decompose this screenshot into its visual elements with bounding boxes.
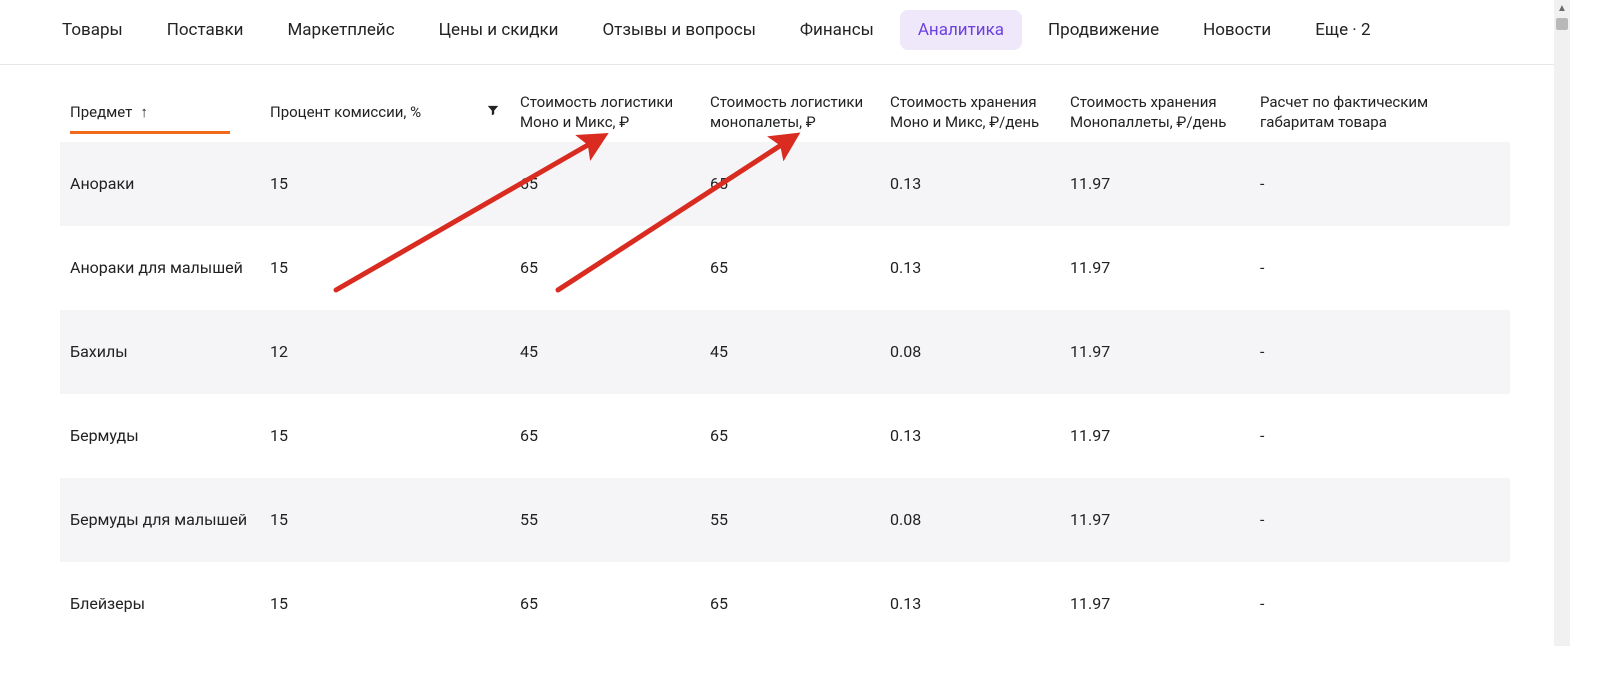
table-row[interactable]: Бахилы1245450.0811.97- — [60, 310, 1510, 394]
cell-c0: Бермуды для малышей — [60, 509, 260, 531]
column-header-2[interactable]: Стоимость логистики Моно и Микс, ₽ — [510, 93, 700, 132]
content-area: Предмет ↑ Процент комиссии, % Стоимость лог… — [0, 65, 1570, 646]
column-header-3[interactable]: Стоимость логистики монопалеты, ₽ — [700, 93, 880, 132]
cell-c5: 11.97 — [1060, 173, 1250, 195]
cell-c6: - — [1250, 509, 1500, 531]
cell-c1: 15 — [260, 509, 510, 531]
filter-icon[interactable] — [486, 103, 500, 123]
table-body: Анораки1565650.1311.97-Анораки для малыш… — [60, 142, 1510, 646]
nav-item-7[interactable]: Продвижение — [1030, 10, 1177, 50]
nav-item-1[interactable]: Поставки — [149, 10, 262, 50]
table-row[interactable]: Анораки для малышей1565650.1311.97- — [60, 226, 1510, 310]
cell-c0: Блейзеры — [60, 593, 260, 615]
cell-c6: - — [1250, 425, 1500, 447]
column-header-label: Расчет по фактическим габаритам товара — [1260, 93, 1490, 132]
column-header-label: Предмет — [70, 103, 132, 123]
cell-c2: 55 — [510, 509, 700, 531]
cell-c0: Бахилы — [60, 341, 260, 363]
column-header-0[interactable]: Предмет ↑ — [60, 103, 260, 123]
cell-c2: 65 — [510, 173, 700, 195]
cell-c5: 11.97 — [1060, 257, 1250, 279]
cell-c1: 15 — [260, 425, 510, 447]
top-navigation: ТоварыПоставкиМаркетплейсЦены и скидкиОт… — [0, 0, 1570, 65]
cell-c5: 11.97 — [1060, 593, 1250, 615]
cell-c6: - — [1250, 593, 1500, 615]
cell-c2: 65 — [510, 257, 700, 279]
column-header-5[interactable]: Стоимость хранения Монопаллеты, ₽/день — [1060, 93, 1250, 132]
cell-c6: - — [1250, 173, 1500, 195]
cell-c0: Бермуды — [60, 425, 260, 447]
cell-c5: 11.97 — [1060, 509, 1250, 531]
cell-c5: 11.97 — [1060, 341, 1250, 363]
cell-c1: 15 — [260, 593, 510, 615]
nav-item-8[interactable]: Новости — [1185, 10, 1289, 50]
cell-c1: 12 — [260, 341, 510, 363]
column-header-1[interactable]: Процент комиссии, % — [260, 103, 510, 123]
cell-c0: Анораки для малышей — [60, 257, 260, 279]
column-header-label: Стоимость хранения Моно и Микс, ₽/день — [890, 93, 1050, 132]
cell-c4: 0.13 — [880, 257, 1060, 279]
column-header-4[interactable]: Стоимость хранения Моно и Микс, ₽/день — [880, 93, 1060, 132]
nav-item-2[interactable]: Маркетплейс — [269, 10, 412, 50]
column-header-6[interactable]: Расчет по фактическим габаритам товара — [1250, 93, 1500, 132]
table-header-row: Предмет ↑ Процент комиссии, % Стоимость лог… — [60, 87, 1510, 142]
vertical-scrollbar[interactable]: ▲ — [1554, 0, 1570, 646]
cell-c2: 45 — [510, 341, 700, 363]
sort-asc-icon: ↑ — [140, 103, 148, 123]
nav-item-0[interactable]: Товары — [44, 10, 141, 50]
cell-c1: 15 — [260, 257, 510, 279]
column-header-label: Процент комиссии, % — [270, 103, 421, 123]
table-row[interactable]: Бермуды для малышей1555550.0811.97- — [60, 478, 1510, 562]
cell-c5: 11.97 — [1060, 425, 1250, 447]
app-viewport: ТоварыПоставкиМаркетплейсЦены и скидкиОт… — [0, 0, 1570, 646]
cell-c3: 65 — [700, 257, 880, 279]
cell-c4: 0.08 — [880, 509, 1060, 531]
nav-item-3[interactable]: Цены и скидки — [421, 10, 577, 50]
nav-item-4[interactable]: Отзывы и вопросы — [584, 10, 773, 50]
cell-c3: 65 — [700, 593, 880, 615]
scroll-up-arrow[interactable]: ▲ — [1554, 0, 1570, 16]
column-header-label: Стоимость логистики Моно и Микс, ₽ — [520, 93, 690, 132]
cell-c4: 0.13 — [880, 425, 1060, 447]
cell-c2: 65 — [510, 425, 700, 447]
scrollbar-thumb[interactable] — [1556, 18, 1568, 30]
cell-c2: 65 — [510, 593, 700, 615]
table-row[interactable]: Анораки1565650.1311.97- — [60, 142, 1510, 226]
cell-c6: - — [1250, 257, 1500, 279]
column-header-label: Стоимость хранения Монопаллеты, ₽/день — [1070, 93, 1240, 132]
table-row[interactable]: Бермуды1565650.1311.97- — [60, 394, 1510, 478]
cell-c3: 65 — [700, 173, 880, 195]
cell-c0: Анораки — [60, 173, 260, 195]
column-header-label: Стоимость логистики монопалеты, ₽ — [710, 93, 870, 132]
cell-c3: 45 — [700, 341, 880, 363]
cell-c4: 0.13 — [880, 173, 1060, 195]
commission-table: Предмет ↑ Процент комиссии, % Стоимость лог… — [60, 87, 1510, 646]
cell-c1: 15 — [260, 173, 510, 195]
cell-c4: 0.08 — [880, 341, 1060, 363]
cell-c3: 55 — [700, 509, 880, 531]
cell-c4: 0.13 — [880, 593, 1060, 615]
cell-c3: 65 — [700, 425, 880, 447]
nav-item-5[interactable]: Финансы — [782, 10, 892, 50]
cell-c6: - — [1250, 341, 1500, 363]
nav-item-9[interactable]: Еще · 2 — [1297, 10, 1388, 50]
nav-item-6[interactable]: Аналитика — [900, 10, 1022, 50]
table-row[interactable]: Блейзеры1565650.1311.97- — [60, 562, 1510, 646]
